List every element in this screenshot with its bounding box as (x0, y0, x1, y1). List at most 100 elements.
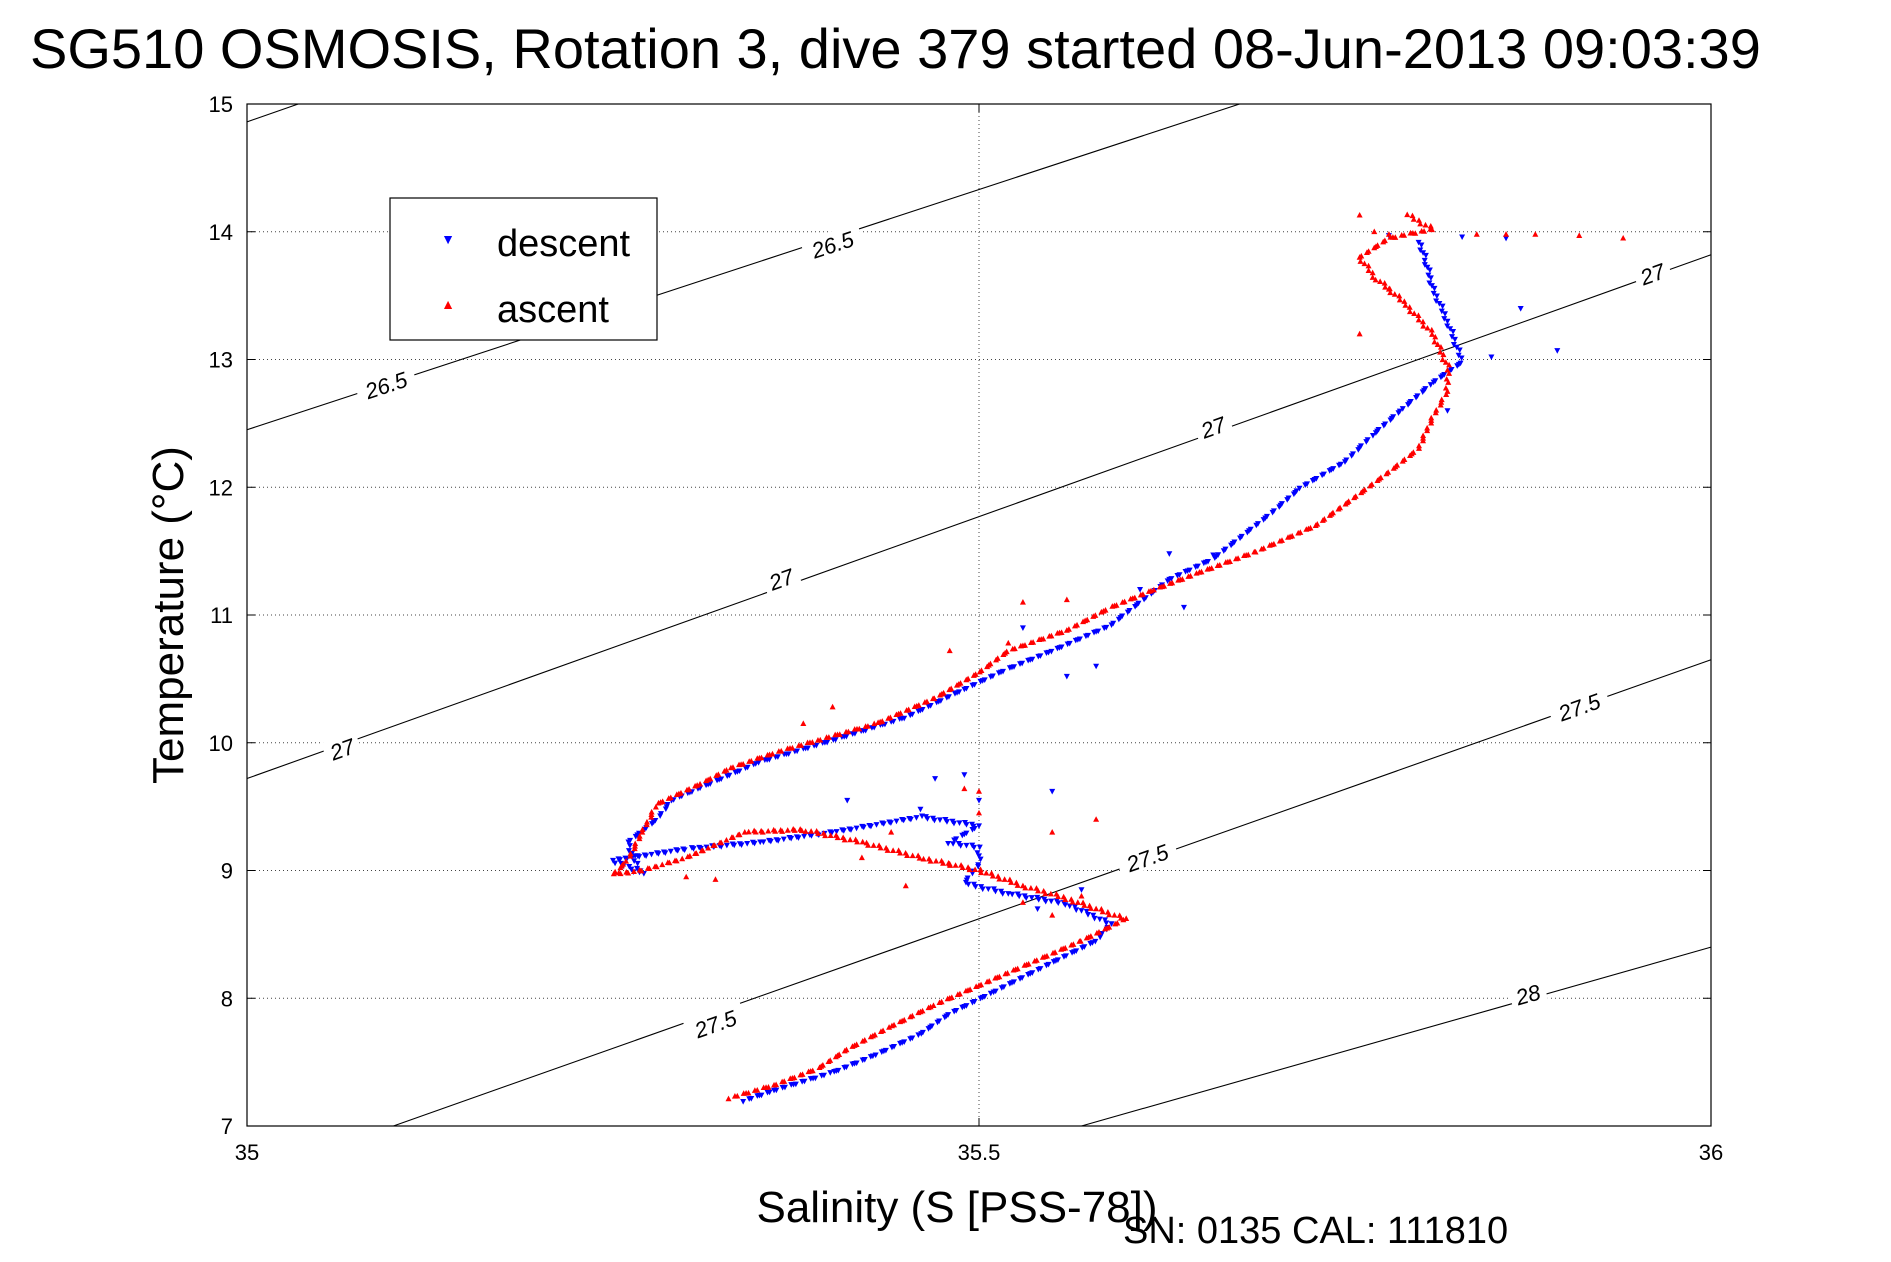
data-point-ascent (1011, 645, 1018, 652)
data-point-descent (968, 821, 975, 828)
data-point-ascent (1410, 449, 1417, 455)
data-point-ascent (1361, 486, 1368, 493)
data-point-ascent (840, 834, 847, 841)
data-point-descent (824, 739, 831, 746)
data-point-ascent (1113, 602, 1120, 608)
data-series (610, 211, 1627, 1105)
data-point-ascent (909, 852, 916, 859)
data-point-ascent (728, 834, 735, 841)
data-point-ascent (1377, 278, 1384, 284)
data-point-ascent (1307, 524, 1314, 531)
data-point-ascent (1415, 312, 1422, 318)
data-point-ascent (1047, 890, 1054, 897)
data-point-descent (1436, 301, 1443, 307)
data-point-ascent (1068, 896, 1075, 902)
data-point-descent (1090, 912, 1097, 919)
data-point-descent (1456, 347, 1463, 354)
data-point-ascent (1345, 498, 1352, 504)
data-point-descent (1071, 904, 1078, 910)
data-point-ascent (858, 854, 865, 861)
data-point-ascent (931, 695, 938, 701)
data-point-ascent (664, 859, 671, 865)
contour-line-26.5 (246, 103, 299, 123)
data-point-descent (956, 820, 963, 827)
data-point-ascent (1033, 957, 1040, 963)
data-point-ascent (735, 831, 742, 838)
data-point-descent (1285, 495, 1292, 502)
legend-marker-descent: ▼ (441, 231, 455, 247)
data-point-ascent (852, 836, 859, 843)
data-point-ascent (630, 868, 637, 874)
data-point-ascent (1013, 879, 1020, 886)
data-point-ascent (871, 1031, 878, 1038)
data-point-descent (1137, 587, 1144, 593)
data-point-descent (1458, 355, 1465, 362)
data-point-ascent (876, 842, 883, 848)
data-point-ascent (1374, 242, 1381, 248)
data-point-descent (866, 823, 873, 829)
data-point-ascent (843, 1046, 850, 1053)
data-point-descent (627, 837, 634, 844)
data-point-descent (835, 1067, 842, 1074)
data-point-descent (1096, 916, 1103, 923)
data-point-descent (820, 1072, 827, 1079)
data-point-ascent (710, 842, 717, 848)
data-point-descent (936, 817, 943, 824)
data-point-descent (1034, 906, 1041, 913)
data-point-descent (1296, 485, 1303, 492)
data-point-ascent (1352, 493, 1359, 499)
data-point-ascent (1337, 504, 1344, 511)
data-point-ascent (1438, 396, 1445, 403)
data-point-ascent (886, 1024, 893, 1030)
data-point-ascent (827, 832, 834, 838)
data-point-ascent (1424, 424, 1431, 431)
data-point-descent (1019, 625, 1026, 631)
data-point-descent (906, 816, 913, 822)
data-point-descent (1422, 252, 1429, 259)
data-point-descent (919, 813, 926, 820)
data-point-ascent (819, 1062, 826, 1068)
data-point-descent (1293, 488, 1300, 494)
data-point-ascent (836, 731, 843, 737)
data-point-descent (917, 806, 924, 813)
data-point-descent (1278, 501, 1285, 507)
data-point-descent (1263, 513, 1270, 520)
data-point-ascent (1381, 279, 1388, 286)
contour-label-mask (682, 1001, 748, 1045)
data-point-ascent (1443, 375, 1450, 382)
data-point-ascent (1049, 912, 1056, 918)
data-point-descent (1418, 242, 1425, 249)
data-point-descent (971, 998, 978, 1005)
data-point-ascent (915, 702, 922, 708)
data-point-descent (766, 757, 773, 763)
data-point-ascent (1440, 351, 1447, 358)
data-point-descent (1270, 508, 1277, 514)
contour-label-mask (1631, 255, 1674, 291)
data-point-descent (766, 1089, 773, 1096)
data-point-descent (1108, 921, 1115, 927)
data-point-descent (1364, 437, 1371, 443)
data-point-ascent (1439, 356, 1446, 363)
data-point-ascent (1121, 598, 1128, 605)
data-point-descent (749, 839, 756, 846)
data-point-ascent (905, 706, 912, 713)
data-point-ascent (725, 1095, 732, 1102)
data-point-descent (748, 1095, 755, 1102)
data-point-ascent (1406, 304, 1413, 310)
data-point-ascent (745, 1089, 752, 1096)
legend-marker-ascent: ▲ (441, 296, 455, 312)
data-point-descent (873, 822, 880, 828)
data-point-descent (843, 1064, 850, 1071)
data-point-descent (1433, 293, 1440, 300)
contour-label-mask (1546, 684, 1612, 728)
data-point-descent (971, 682, 978, 688)
data-point-descent (1078, 908, 1085, 914)
data-point-descent (1375, 427, 1382, 433)
data-point-ascent (965, 675, 972, 682)
data-point-descent (827, 829, 834, 835)
data-point-ascent (1392, 234, 1399, 240)
data-point-ascent (1092, 612, 1099, 618)
data-point-descent (990, 886, 997, 893)
data-point-ascent (1437, 348, 1444, 355)
x-tick-label: 36 (1699, 1140, 1723, 1165)
